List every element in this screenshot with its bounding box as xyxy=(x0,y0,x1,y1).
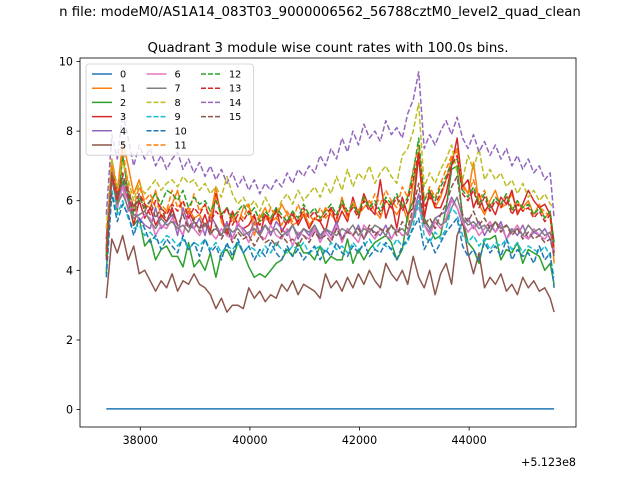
series-12-line xyxy=(105,137,555,257)
series-6-line xyxy=(105,168,555,253)
x-axis: 38000 40000 42000 44000 xyxy=(123,427,487,447)
y-axis: 0 2 4 6 8 10 xyxy=(59,55,80,417)
series-1-line xyxy=(105,140,555,264)
figure-suptitle: n file: modeM0/AS1A14_083T03_9000006562_… xyxy=(59,5,581,20)
legend-label-8: 8 xyxy=(175,98,181,109)
y-tick-label: 8 xyxy=(66,125,73,138)
legend-label-3: 3 xyxy=(120,112,126,123)
series-layer xyxy=(105,71,555,410)
y-tick-label: 0 xyxy=(66,404,73,417)
legend-label-10: 10 xyxy=(175,126,187,137)
series-15-line xyxy=(105,172,555,257)
plot-frame xyxy=(79,57,577,428)
legend-label-5: 5 xyxy=(120,141,126,152)
legend-label-2: 2 xyxy=(120,98,126,109)
legend-label-1: 1 xyxy=(120,84,126,95)
x-tick-label: 40000 xyxy=(232,434,267,447)
series-9-line xyxy=(105,189,555,278)
legend-label-7: 7 xyxy=(175,84,181,95)
x-tick-label: 38000 xyxy=(123,434,158,447)
y-tick-label: 4 xyxy=(66,264,73,277)
legend-label-4: 4 xyxy=(120,126,126,137)
y-tick-label: 10 xyxy=(59,55,73,68)
legend-label-15: 15 xyxy=(229,112,241,123)
legend-label-14: 14 xyxy=(229,98,241,109)
x-tick-label: 44000 xyxy=(451,434,486,447)
chart-title: Quadrant 3 module wise count rates with … xyxy=(148,41,509,56)
legend-label-12: 12 xyxy=(229,70,241,81)
series-14-line xyxy=(105,71,555,219)
series-13-line xyxy=(105,151,555,260)
legend-label-9: 9 xyxy=(175,112,181,123)
x-offset-label: +5.123e8 xyxy=(521,456,576,469)
series-10-line xyxy=(105,193,555,288)
legend-frame xyxy=(85,63,254,156)
series-8-line xyxy=(105,102,555,229)
y-tick-label: 6 xyxy=(66,195,73,208)
x-tick-label: 42000 xyxy=(342,434,377,447)
legend-label-11: 11 xyxy=(175,141,187,152)
legend-label-6: 6 xyxy=(175,70,181,81)
series-5-line xyxy=(105,220,555,313)
legend-label-0: 0 xyxy=(120,70,126,81)
y-tick-label: 2 xyxy=(66,334,73,347)
legend-label-13: 13 xyxy=(229,84,241,95)
series-7-line xyxy=(105,179,555,247)
